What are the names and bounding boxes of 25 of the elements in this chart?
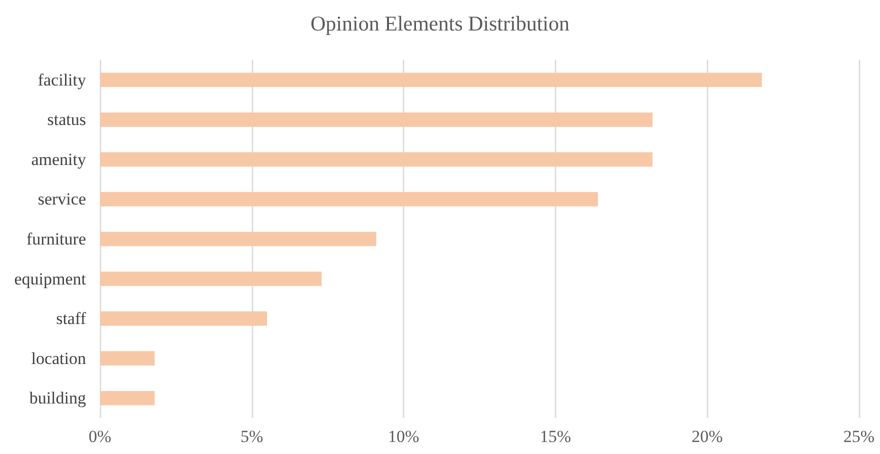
y-tick-label: status (47, 110, 86, 130)
x-tick-label: 15% (540, 427, 571, 446)
bar (100, 311, 267, 326)
bar (100, 272, 322, 286)
y-tick-label: location (31, 348, 86, 368)
bar (100, 152, 653, 167)
bar (100, 112, 653, 127)
chart-title: Opinion Elements Distribution (310, 12, 570, 36)
y-tick-label: facility (38, 70, 86, 90)
bar (100, 72, 762, 88)
bar (100, 232, 376, 246)
y-tick-label: amenity (31, 150, 86, 169)
bar (100, 192, 598, 206)
y-tick-label: furniture (26, 230, 86, 248)
y-tick-label: staff (56, 309, 86, 328)
y-tick-label: building (29, 388, 86, 408)
y-tick-label: service (38, 190, 86, 209)
x-tick-label: 20% (692, 427, 723, 446)
x-tick-label: 0% (88, 427, 112, 446)
x-tick-label: 5% (240, 427, 264, 446)
y-tick-label: equipment (14, 269, 86, 288)
bar (100, 390, 155, 406)
bar (100, 351, 155, 366)
x-tick-label: 10% (388, 427, 420, 446)
x-tick-label: 25% (843, 427, 875, 446)
